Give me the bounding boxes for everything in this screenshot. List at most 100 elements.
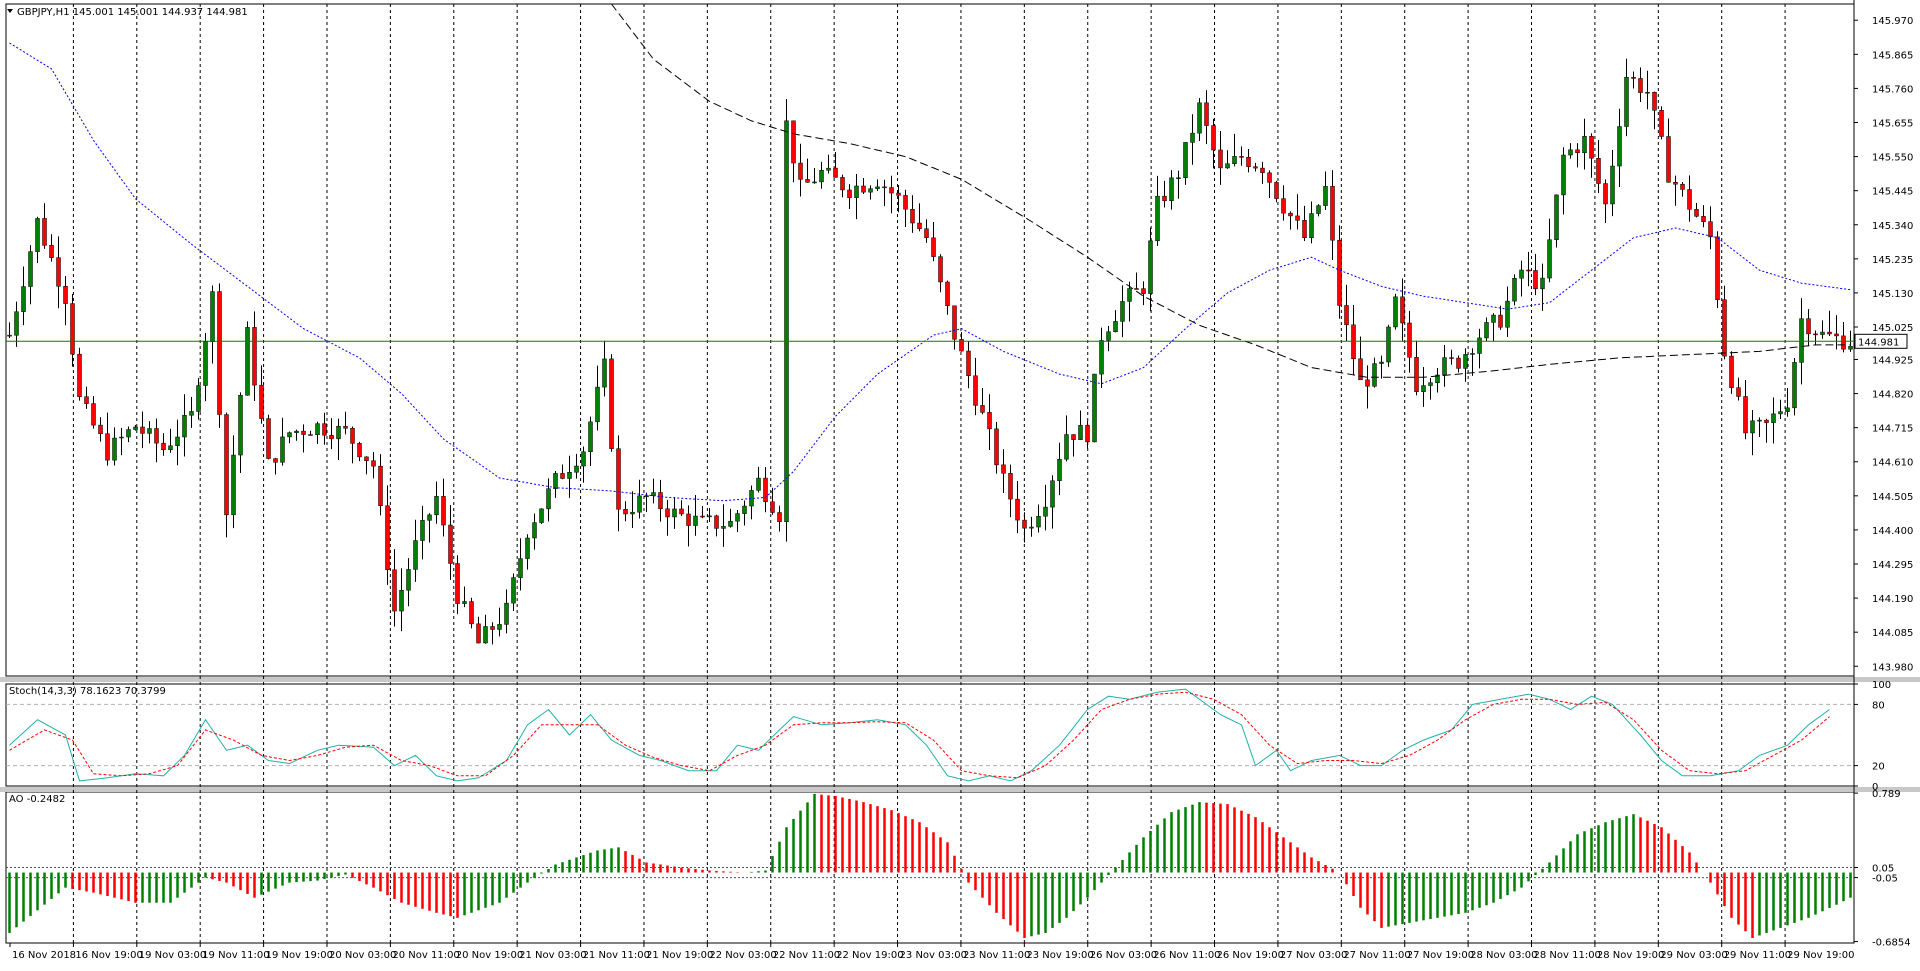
bull-candle[interactable] (231, 454, 236, 516)
bull-candle[interactable] (1106, 331, 1111, 341)
bear-candle[interactable] (77, 353, 82, 397)
bear-candle[interactable] (224, 414, 229, 516)
bear-candle[interactable] (105, 433, 110, 461)
bear-candle[interactable] (980, 405, 985, 413)
bull-candle[interactable] (1078, 425, 1083, 440)
bear-candle[interactable] (714, 515, 719, 529)
bear-candle[interactable] (973, 375, 978, 406)
bear-candle[interactable] (1834, 333, 1839, 337)
bull-candle[interactable] (1617, 126, 1622, 167)
bear-candle[interactable] (1526, 269, 1531, 272)
bear-candle[interactable] (1246, 156, 1251, 167)
bear-candle[interactable] (308, 434, 313, 436)
bear-candle[interactable] (994, 428, 999, 466)
bear-candle[interactable] (966, 350, 971, 377)
bear-candle[interactable] (1694, 209, 1699, 217)
bear-candle[interactable] (343, 425, 348, 429)
bull-candle[interactable] (1127, 288, 1132, 302)
bull-candle[interactable] (812, 181, 817, 184)
bull-candle[interactable] (203, 341, 208, 386)
bear-candle[interactable] (1596, 158, 1601, 184)
bear-candle[interactable] (385, 505, 390, 571)
bear-candle[interactable] (658, 492, 663, 510)
bear-candle[interactable] (1260, 167, 1265, 174)
bear-candle[interactable] (1687, 189, 1692, 210)
bear-candle[interactable] (889, 187, 894, 194)
bull-candle[interactable] (735, 513, 740, 522)
bear-candle[interactable] (770, 501, 775, 513)
bull-candle[interactable] (756, 477, 761, 491)
bear-candle[interactable] (1302, 220, 1307, 238)
bull-candle[interactable] (1043, 506, 1048, 517)
bear-candle[interactable] (1218, 149, 1223, 169)
bull-candle[interactable] (399, 589, 404, 612)
bull-candle[interactable] (1169, 177, 1174, 202)
bull-candle[interactable] (21, 286, 26, 312)
bull-candle[interactable] (189, 411, 194, 416)
bear-candle[interactable] (1841, 335, 1846, 350)
bear-candle[interactable] (679, 508, 684, 515)
bear-candle[interactable] (1358, 358, 1363, 381)
bull-candle[interactable] (504, 602, 509, 625)
bull-candle[interactable] (1064, 434, 1069, 460)
bear-candle[interactable] (1729, 355, 1734, 388)
bear-candle[interactable] (1015, 498, 1020, 521)
bear-candle[interactable] (357, 443, 362, 458)
bear-candle[interactable] (448, 524, 453, 564)
bull-candle[interactable] (728, 520, 733, 527)
bull-candle[interactable] (315, 423, 320, 435)
bull-candle[interactable] (413, 540, 418, 570)
bull-candle[interactable] (1197, 102, 1202, 134)
bear-candle[interactable] (49, 245, 54, 258)
bull-candle[interactable] (1561, 154, 1566, 196)
bull-candle[interactable] (1799, 318, 1804, 363)
bear-candle[interactable] (1204, 102, 1209, 126)
bear-candle[interactable] (1533, 270, 1538, 290)
bull-candle[interactable] (1519, 269, 1524, 279)
bear-candle[interactable] (252, 327, 257, 386)
bear-candle[interactable] (1330, 186, 1335, 241)
bear-candle[interactable] (609, 358, 614, 449)
bear-candle[interactable] (1071, 434, 1076, 440)
bear-candle[interactable] (833, 167, 838, 178)
bull-candle[interactable] (1057, 458, 1062, 481)
bear-candle[interactable] (665, 508, 670, 518)
bear-candle[interactable] (1008, 473, 1013, 500)
bear-candle[interactable] (1022, 519, 1027, 529)
bull-candle[interactable] (1645, 91, 1650, 94)
bull-candle[interactable] (532, 522, 537, 539)
bull-candle[interactable] (525, 537, 530, 559)
bear-candle[interactable] (7, 334, 12, 337)
bear-candle[interactable] (1736, 387, 1741, 397)
bull-candle[interactable] (518, 558, 523, 578)
bull-candle[interactable] (875, 186, 880, 189)
bull-candle[interactable] (630, 511, 635, 515)
bear-candle[interactable] (1575, 149, 1580, 154)
bull-candle[interactable] (336, 425, 341, 440)
bull-candle[interactable] (1309, 213, 1314, 238)
bull-candle[interactable] (1470, 353, 1475, 355)
bull-candle[interactable] (1428, 382, 1433, 386)
bear-candle[interactable] (560, 473, 565, 479)
bear-candle[interactable] (1295, 215, 1300, 221)
bear-candle[interactable] (469, 601, 474, 625)
bull-candle[interactable] (868, 188, 873, 193)
bull-candle[interactable] (28, 251, 33, 287)
bear-candle[interactable] (1274, 182, 1279, 199)
bear-candle[interactable] (1743, 396, 1748, 434)
bear-candle[interactable] (700, 515, 705, 518)
bull-candle[interactable] (462, 601, 467, 604)
bull-candle[interactable] (14, 311, 19, 336)
bear-candle[interactable] (1701, 216, 1706, 222)
bull-candle[interactable] (133, 426, 138, 430)
bull-candle[interactable] (539, 508, 544, 523)
bear-candle[interactable] (259, 384, 264, 419)
bear-candle[interactable] (896, 192, 901, 196)
panel-splitter[interactable] (0, 677, 1920, 682)
bull-candle[interactable] (182, 415, 187, 438)
bull-candle[interactable] (693, 515, 698, 526)
bear-candle[interactable] (322, 423, 327, 436)
bull-candle[interactable] (1463, 354, 1468, 369)
bear-candle[interactable] (1827, 331, 1832, 335)
chart-menu-icon[interactable] (7, 9, 13, 13)
